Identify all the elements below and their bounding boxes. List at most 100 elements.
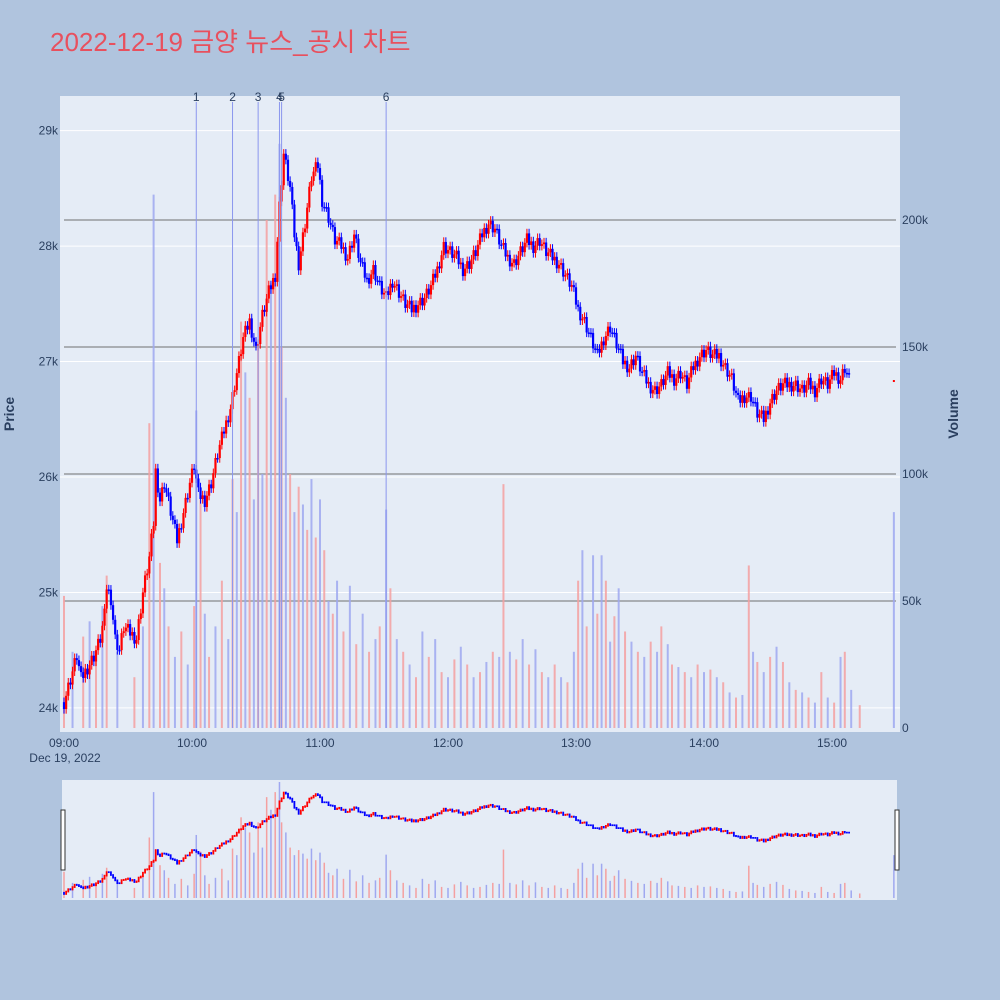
price-candle [696,360,699,367]
slider-volume-bar [265,797,268,898]
slider-volume-bar [666,881,669,898]
slider-price-candle [210,852,213,855]
volume-bar [361,613,364,728]
price-candle [660,379,663,387]
slider-price-candle [607,823,609,827]
price-candle [205,495,209,508]
x-axis: 09:00 10:00 11:00 12:00 13:00 14:00 15:00 [49,736,847,750]
price-candle [515,259,518,266]
slider-volume-bar [186,885,189,898]
price-candle [715,348,718,359]
price-candle [143,575,147,593]
volume-bar [735,697,737,728]
price-candle [845,372,849,375]
price-candle [282,153,285,186]
price-candle [566,273,569,275]
slider-volume-bar [460,881,462,898]
price-candle [67,682,70,696]
range-slider[interactable] [62,780,897,900]
slider-price-candle [700,827,703,831]
price-candle [476,244,479,257]
volume-bar [596,613,599,728]
volume-bar [826,697,829,728]
slider-price-candle [724,829,727,832]
slider-price-candle [651,834,654,838]
volume-bar [301,504,304,728]
slider-price-candle [122,878,125,881]
price-candle [630,359,633,369]
price-candle [359,257,362,263]
slider-price-candle [673,831,676,836]
price-candle [457,250,460,265]
slider-price-candle [184,854,187,860]
slider-price-candle [508,810,511,814]
price-candle [527,233,531,246]
price-candle [193,468,196,471]
volume-bar [472,677,475,728]
price-candle [692,366,695,371]
price-candle [734,390,738,393]
price-candle [664,375,667,385]
volume-bar [203,613,206,728]
slider-price-candle [316,793,319,797]
slider-price-candle [479,806,481,811]
range-slider-left-handle[interactable] [60,809,66,871]
slider-volume-bar [310,848,313,898]
volume-bar [173,656,176,728]
price-candle [442,241,445,256]
price-candle [203,495,206,508]
slider-price-candle [304,805,306,808]
volume-bar [368,651,371,728]
slider-price-candle [572,815,575,818]
slider-price-candle [67,888,70,893]
slider-volume-bar [236,855,238,898]
price-candle [120,633,123,651]
price-candle [574,287,578,305]
price-candle [344,247,347,261]
price-candle [62,702,66,710]
slider-price-candle [261,820,264,826]
slider-price-candle [231,835,234,841]
main-plot-area[interactable] [60,96,900,732]
price-candle [724,363,727,365]
slider-price-candle [824,832,827,835]
price-candle [135,640,138,644]
slider-price-candle [124,878,127,881]
slider-price-candle [363,811,366,817]
price-candle [295,237,298,247]
slider-price-candle [756,837,759,842]
price-candle [790,381,793,392]
slider-price-candle [78,884,80,887]
price-candle [837,372,840,384]
slider-price-candle [628,830,631,834]
price-candle [453,254,456,258]
price-candle [361,262,364,264]
slider-price-candle [666,830,669,834]
slider-price-candle [474,809,477,813]
slider-price-candle [208,852,210,856]
price-candle [429,285,433,295]
slider-price-candle [289,796,292,800]
price-candle [685,375,689,389]
price-candle [775,390,778,400]
slider-price-candle [368,814,370,818]
slider-volume-bar [788,888,791,898]
slider-volume-bar [319,852,321,898]
price-candle [820,378,823,385]
range-slider-right-handle[interactable] [894,809,900,871]
price-candle [291,186,294,205]
price-candle [536,238,539,246]
price-candle [470,259,473,269]
slider-volume-bar [199,851,202,898]
slider-price-candle [152,859,155,863]
volume-bar [421,631,424,728]
slider-volume-bar [577,868,579,898]
price-candle [82,672,85,678]
slider-price-candle [718,828,720,831]
price-candle [717,353,721,359]
price-candle [510,262,514,267]
price-candle [105,589,108,609]
price-candle [395,284,398,286]
slider-price-candle [154,849,157,862]
slider-volume-bar [703,886,705,898]
